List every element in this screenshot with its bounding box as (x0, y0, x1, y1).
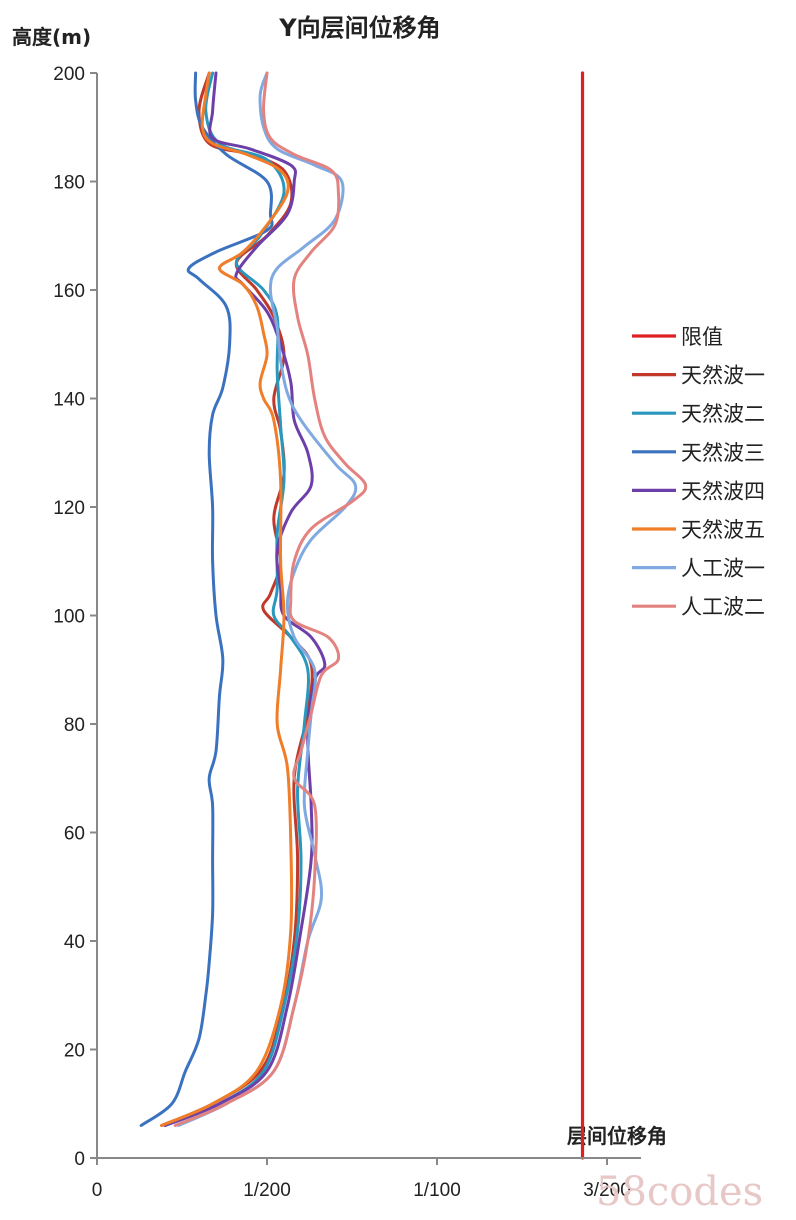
legend-label-5: 天然波五 (681, 518, 765, 542)
series-layer (139, 71, 585, 1160)
series-line-1 (160, 71, 314, 1127)
y-tick-label: 120 (53, 498, 85, 519)
watermark: 58codes (596, 1169, 763, 1215)
y-tick-label: 60 (64, 824, 85, 845)
x-tick-label: 0 (92, 1180, 103, 1201)
y-axis-label: 高度(m) (12, 25, 91, 49)
tick-layer: 0 20 40 60 80 100 120 140 160 180 200 0 1/200 1/100 3/… (53, 64, 630, 1201)
x-tick-label: 1/100 (413, 1180, 461, 1201)
y-tick-label: 160 (53, 281, 85, 302)
y-tick-label: 80 (64, 715, 85, 736)
y-tick-label: 180 (53, 173, 85, 194)
axis-layer (96, 73, 641, 1159)
series-line-4 (163, 71, 327, 1127)
legend-label-6: 人工波一 (681, 557, 765, 581)
x-tick-label: 1/200 (243, 1180, 291, 1201)
y-tick-label: 140 (53, 390, 85, 411)
y-tick-label: 100 (53, 607, 85, 628)
y-tick-label: 200 (53, 64, 85, 85)
y-tick-label: 40 (64, 932, 85, 953)
legend-label-7: 人工波二 (681, 595, 765, 619)
y-tick-label: 20 (64, 1041, 85, 1062)
legend-label-0: 限值 (681, 325, 723, 349)
legend-label-4: 天然波四 (681, 479, 765, 503)
legend-label-1: 天然波一 (681, 364, 765, 388)
chart-title: Y向层间位移角 (278, 14, 440, 42)
legend-label-3: 天然波三 (681, 441, 765, 465)
series-line-5 (160, 71, 294, 1127)
y-tick-label: 0 (74, 1149, 85, 1170)
series-line-6 (177, 71, 358, 1127)
legend-label-2: 天然波二 (681, 402, 765, 426)
series-line-3 (139, 71, 274, 1127)
series-line-7 (173, 71, 368, 1127)
x-tick-label: 3/200 (583, 1180, 631, 1201)
